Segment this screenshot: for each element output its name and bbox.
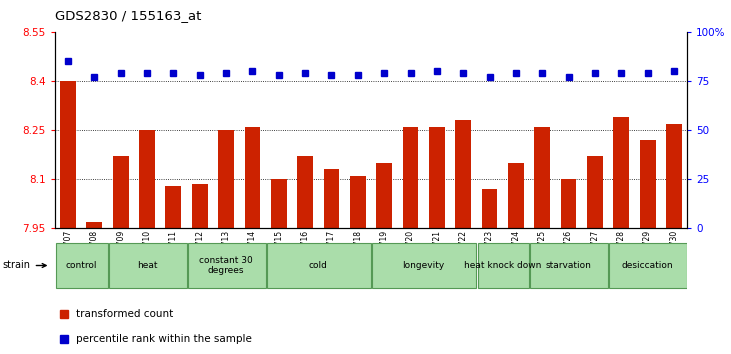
Bar [561, 179, 577, 228]
Text: strain: strain [3, 261, 46, 270]
FancyBboxPatch shape [56, 243, 107, 288]
Bar [666, 124, 682, 228]
Text: percentile rank within the sample: percentile rank within the sample [76, 334, 251, 344]
Bar [508, 163, 524, 228]
FancyBboxPatch shape [188, 243, 265, 288]
Bar [350, 176, 366, 228]
Text: desiccation: desiccation [622, 261, 673, 270]
Bar [86, 222, 102, 228]
Bar [218, 130, 234, 228]
Text: heat: heat [137, 261, 157, 270]
Bar [403, 127, 418, 228]
FancyBboxPatch shape [267, 243, 371, 288]
Bar [640, 140, 656, 228]
Bar [244, 127, 260, 228]
FancyBboxPatch shape [109, 243, 186, 288]
Bar [192, 184, 208, 228]
Bar [165, 186, 181, 228]
Bar [271, 179, 287, 228]
Bar [455, 120, 471, 228]
Bar [324, 169, 339, 228]
Text: control: control [65, 261, 97, 270]
Text: constant 30
degrees: constant 30 degrees [200, 256, 253, 275]
Bar [139, 130, 155, 228]
Text: starvation: starvation [545, 261, 591, 270]
Bar [534, 127, 550, 228]
FancyBboxPatch shape [531, 243, 608, 288]
Bar [613, 117, 629, 228]
Bar [429, 127, 444, 228]
Bar [113, 156, 129, 228]
Text: heat knock down: heat knock down [464, 261, 542, 270]
Bar [376, 163, 392, 228]
Bar [587, 156, 603, 228]
Text: cold: cold [309, 261, 327, 270]
FancyBboxPatch shape [477, 243, 529, 288]
Text: longevity: longevity [403, 261, 444, 270]
Bar [60, 81, 76, 228]
Text: transformed count: transformed count [76, 309, 173, 320]
FancyBboxPatch shape [372, 243, 477, 288]
Bar [298, 156, 313, 228]
FancyBboxPatch shape [610, 243, 687, 288]
Text: GDS2830 / 155163_at: GDS2830 / 155163_at [55, 9, 201, 22]
Bar [482, 189, 497, 228]
